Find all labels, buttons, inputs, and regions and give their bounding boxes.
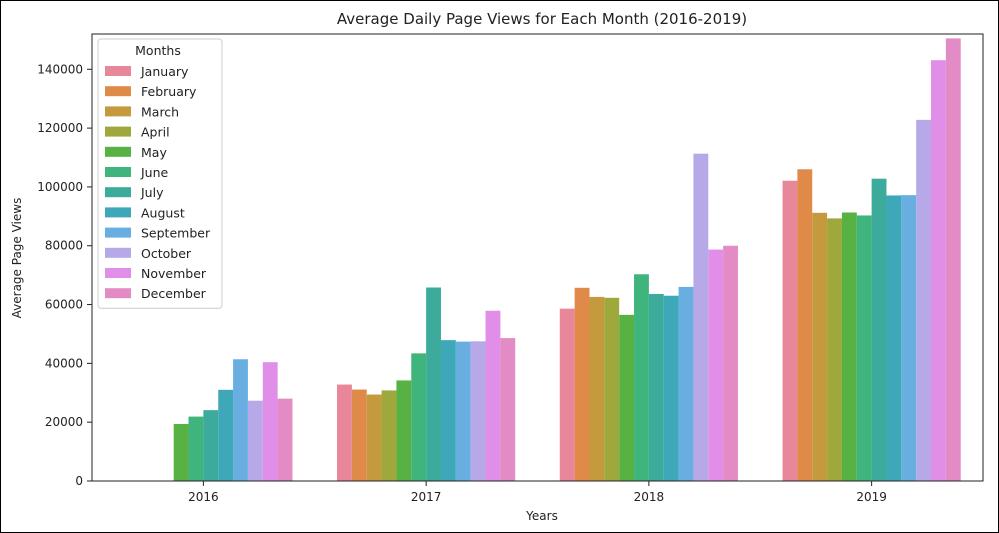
bar-august-2019 [886,195,902,481]
bar-november-2019 [931,60,946,481]
legend-items: January February March April May June July Augu… [105,64,211,301]
x-axis-label: Years [525,509,558,523]
bar-february-2019 [797,169,813,482]
legend-label-august: August [141,205,185,220]
bar-december-2018 [723,245,738,481]
legend-swatch-june [105,167,131,177]
y-tick-label: 80000 [45,239,83,253]
legend-swatch-april [105,126,131,137]
legend-swatch-october [105,247,131,258]
bar-june-2016 [188,416,204,481]
y-tick-label: 120000 [37,121,83,135]
y-tick-label: 0 [75,474,83,488]
legend-label-december: December [141,286,207,301]
bar-august-2016 [218,389,234,481]
legend-swatch-september [105,227,131,238]
legend-label-october: October [141,246,192,261]
bar-december-2016 [277,398,293,481]
bar-april-2018 [604,297,620,481]
x-tick-label-2016: 2016 [188,490,219,504]
y-tick-label: 20000 [45,415,83,429]
y-tick-label: 140000 [37,62,83,76]
bar-september-2016 [233,359,248,481]
bar-december-2019 [945,38,961,481]
x-tick-label-2019: 2019 [856,490,887,504]
legend-label-june: June [140,165,169,180]
bar-october-2016 [247,400,263,481]
bar-november-2017 [485,310,501,481]
legend-label-january: January [140,64,189,79]
y-axis: 0 20000 40000 60000 80000 100000 120000 140000 [37,62,92,488]
bar-november-2018 [708,249,724,481]
y-tick-label: 100000 [37,180,83,194]
bar-may-2019 [841,212,857,481]
bar-july-2016 [203,410,219,481]
x-tick-label-2017: 2017 [411,490,442,504]
y-axis-label: Average Page Views [10,198,24,319]
bar-july-2017 [426,287,441,481]
bar-august-2017 [440,340,456,481]
bar-october-2019 [916,119,932,481]
bar-november-2016 [262,362,278,481]
bar-august-2018 [663,295,679,481]
bar-april-2017 [381,390,397,481]
bar-march-2017 [366,394,382,481]
legend-label-march: March [141,104,179,119]
x-axis: 2016 2017 2018 2019 [188,481,887,504]
legend-swatch-march [105,106,131,117]
chart-title: Average Daily Page Views for Each Month … [337,10,747,28]
legend-swatch-july [105,187,131,198]
bar-march-2019 [812,212,828,482]
legend-label-september: September [141,226,211,241]
bar-may-2018 [619,314,635,481]
legend: Months JanuaryFebruaryMarchAprilMayJuneJ… [97,38,223,309]
legend-label-july: July [140,185,164,200]
bar-july-2019 [871,178,887,482]
bar-april-2019 [827,218,842,481]
bar-september-2018 [678,286,694,481]
legend-swatch-august [105,207,131,218]
legend-swatch-december [105,288,131,299]
bar-september-2019 [901,195,917,481]
bar-october-2018 [693,153,709,481]
legend-swatch-january [105,66,131,76]
legend-box [97,38,223,309]
bar-january-2018 [559,308,575,481]
x-tick-label-2018: 2018 [634,490,665,504]
legend-swatch-may [105,146,131,157]
bar-july-2018 [648,293,664,481]
legend-title: Months [135,43,181,58]
bar-january-2019 [782,180,798,481]
legend-label-november: November [141,266,207,281]
y-tick-label: 40000 [45,356,83,370]
legend-swatch-february [105,86,131,97]
bar-december-2017 [500,338,516,481]
y-tick-label: 60000 [45,298,83,312]
legend-label-april: April [141,125,170,140]
legend-label-february: February [141,84,197,99]
bars-group [173,38,961,482]
plot-area-border [91,33,984,482]
bar-february-2018 [574,287,590,481]
legend-label-may: May [141,145,167,160]
bar-june-2019 [856,215,872,481]
bar-may-2017 [396,380,412,481]
bar-june-2018 [634,274,649,481]
legend-swatch-november [105,268,131,278]
bar-june-2017 [411,353,427,481]
bar-october-2017 [470,341,486,481]
bar-may-2016 [173,423,189,481]
bar-march-2018 [589,296,605,481]
bar-february-2017 [351,389,367,481]
bar-september-2017 [455,341,471,481]
bar-january-2017 [337,384,352,481]
